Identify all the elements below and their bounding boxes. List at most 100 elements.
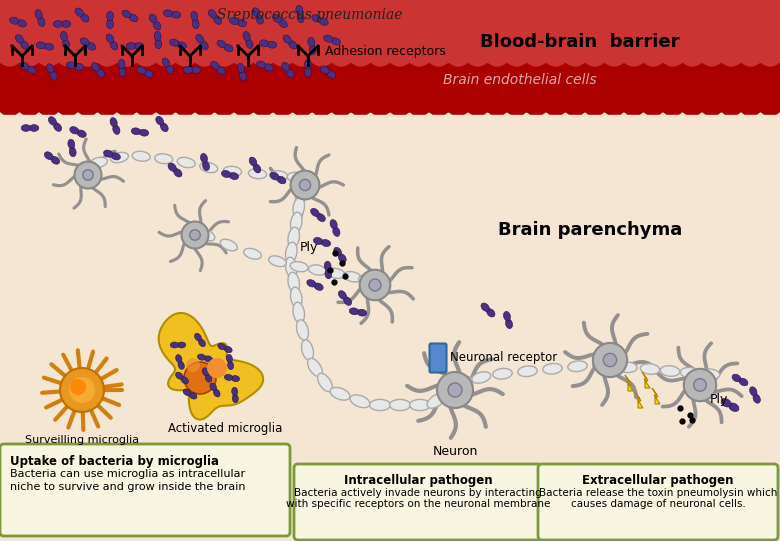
- Ellipse shape: [290, 262, 308, 272]
- Ellipse shape: [246, 39, 253, 48]
- Ellipse shape: [119, 59, 125, 69]
- Ellipse shape: [122, 10, 131, 18]
- Ellipse shape: [309, 265, 327, 275]
- Ellipse shape: [290, 212, 302, 233]
- Ellipse shape: [505, 319, 512, 328]
- Ellipse shape: [170, 342, 179, 348]
- Ellipse shape: [119, 67, 126, 77]
- Ellipse shape: [155, 39, 161, 49]
- Text: Blood-brain  barrier: Blood-brain barrier: [480, 33, 679, 51]
- Ellipse shape: [257, 61, 266, 68]
- Ellipse shape: [750, 387, 757, 396]
- Ellipse shape: [481, 303, 489, 311]
- Ellipse shape: [312, 15, 321, 22]
- Ellipse shape: [203, 161, 210, 170]
- Ellipse shape: [220, 239, 237, 251]
- Polygon shape: [652, 388, 660, 404]
- Ellipse shape: [191, 67, 200, 74]
- Text: Adhesion receptors: Adhesion receptors: [325, 45, 445, 58]
- Ellipse shape: [454, 377, 473, 388]
- Ellipse shape: [53, 21, 63, 28]
- Ellipse shape: [487, 309, 495, 317]
- Ellipse shape: [288, 272, 300, 293]
- Polygon shape: [635, 392, 643, 408]
- Ellipse shape: [196, 34, 204, 43]
- Ellipse shape: [166, 65, 174, 74]
- Ellipse shape: [222, 170, 231, 177]
- Circle shape: [69, 377, 95, 403]
- Ellipse shape: [61, 31, 68, 41]
- Ellipse shape: [29, 124, 39, 131]
- Ellipse shape: [254, 164, 261, 173]
- Ellipse shape: [253, 8, 260, 17]
- Ellipse shape: [51, 156, 59, 164]
- Ellipse shape: [27, 66, 36, 74]
- Ellipse shape: [154, 154, 173, 164]
- Ellipse shape: [54, 123, 62, 131]
- Ellipse shape: [593, 360, 612, 371]
- Ellipse shape: [80, 14, 89, 22]
- Ellipse shape: [543, 364, 562, 374]
- Text: Intracellular pathogen: Intracellular pathogen: [344, 474, 492, 487]
- Ellipse shape: [226, 354, 232, 362]
- Ellipse shape: [177, 157, 195, 168]
- Ellipse shape: [349, 308, 359, 315]
- Ellipse shape: [17, 20, 27, 27]
- Ellipse shape: [69, 127, 79, 134]
- Ellipse shape: [176, 372, 183, 379]
- Ellipse shape: [192, 19, 199, 29]
- Ellipse shape: [194, 333, 201, 341]
- Text: Extracellular pathogen: Extracellular pathogen: [582, 474, 734, 487]
- Ellipse shape: [317, 373, 332, 392]
- Text: Bacteria actively invade neurons by interacting: Bacteria actively invade neurons by inte…: [294, 488, 542, 498]
- Ellipse shape: [223, 166, 242, 176]
- Ellipse shape: [302, 340, 314, 360]
- Ellipse shape: [277, 176, 286, 184]
- Ellipse shape: [729, 403, 739, 412]
- Circle shape: [593, 343, 627, 377]
- Ellipse shape: [310, 208, 319, 216]
- Ellipse shape: [77, 130, 87, 137]
- Ellipse shape: [200, 154, 207, 163]
- Bar: [0, 60, 780, 115]
- Ellipse shape: [296, 320, 308, 340]
- Ellipse shape: [210, 383, 217, 391]
- Ellipse shape: [243, 31, 250, 41]
- Ellipse shape: [739, 378, 748, 386]
- Text: Sreptococcus pneumoniae: Sreptococcus pneumoniae: [218, 8, 402, 22]
- Ellipse shape: [357, 309, 367, 316]
- Ellipse shape: [278, 19, 287, 28]
- Ellipse shape: [200, 162, 218, 173]
- Text: Ply: Ply: [300, 241, 318, 254]
- Ellipse shape: [330, 220, 337, 229]
- Ellipse shape: [111, 153, 120, 160]
- Text: Surveilling microglia: Surveilling microglia: [25, 435, 139, 445]
- Ellipse shape: [314, 283, 323, 291]
- Ellipse shape: [214, 16, 222, 24]
- Ellipse shape: [256, 15, 264, 24]
- Ellipse shape: [229, 173, 239, 180]
- Ellipse shape: [232, 394, 239, 403]
- Ellipse shape: [333, 227, 340, 236]
- Circle shape: [369, 279, 381, 291]
- Ellipse shape: [161, 123, 168, 131]
- Circle shape: [186, 358, 200, 372]
- Ellipse shape: [37, 42, 46, 49]
- Ellipse shape: [37, 17, 45, 27]
- Ellipse shape: [228, 361, 234, 370]
- Circle shape: [437, 372, 473, 408]
- Ellipse shape: [640, 364, 660, 374]
- Ellipse shape: [343, 272, 361, 282]
- Ellipse shape: [339, 254, 346, 263]
- Ellipse shape: [106, 34, 114, 43]
- Ellipse shape: [183, 67, 193, 74]
- Ellipse shape: [225, 374, 232, 380]
- Circle shape: [448, 383, 462, 397]
- Ellipse shape: [282, 62, 289, 71]
- Ellipse shape: [732, 374, 741, 382]
- Ellipse shape: [493, 368, 512, 379]
- Ellipse shape: [618, 362, 637, 373]
- Ellipse shape: [9, 17, 19, 24]
- Ellipse shape: [211, 61, 219, 69]
- Text: Neuron: Neuron: [432, 445, 477, 458]
